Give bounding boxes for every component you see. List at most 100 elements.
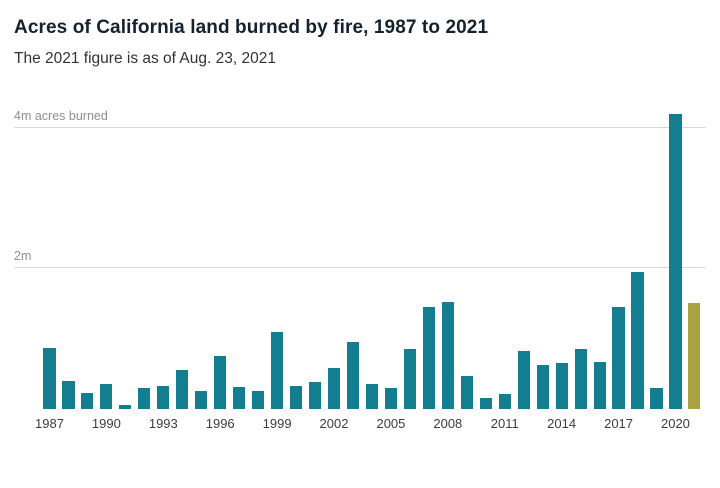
bar-slot-1995 bbox=[192, 103, 211, 409]
bar-2018 bbox=[631, 271, 644, 409]
bar-2007 bbox=[422, 307, 435, 409]
x-slot-2008: 2008 bbox=[433, 416, 462, 434]
x-tick-label-1987: 1987 bbox=[35, 416, 64, 431]
bar-slot-2007 bbox=[419, 103, 438, 409]
x-slot-1996: 1996 bbox=[206, 416, 235, 434]
x-slot-1993: 1993 bbox=[149, 416, 178, 434]
bar-2014 bbox=[555, 363, 568, 409]
x-tick-label-1996: 1996 bbox=[205, 416, 235, 431]
bar-2017 bbox=[612, 307, 625, 409]
x-slot-1994 bbox=[173, 416, 192, 434]
bar-slot-2014 bbox=[552, 103, 571, 409]
bar-2001 bbox=[308, 381, 322, 409]
x-slot-2011: 2011 bbox=[491, 416, 519, 434]
bar-1994 bbox=[176, 370, 189, 409]
x-tick-label-1993: 1993 bbox=[148, 416, 178, 431]
bar-1997 bbox=[233, 387, 246, 409]
gridline-4m bbox=[14, 126, 706, 128]
bar-2019 bbox=[650, 387, 663, 409]
acres-burned-bar-chart: 2m 4m acres burned 1987 1990 1993 1996 1999 20… bbox=[14, 103, 706, 434]
x-slot-2000 bbox=[287, 416, 306, 434]
bar-slot-2016 bbox=[590, 103, 609, 409]
bar-slot-1991 bbox=[116, 103, 135, 409]
gridline-2m bbox=[14, 267, 706, 269]
x-slot-1990: 1990 bbox=[92, 416, 121, 434]
bar-2004 bbox=[365, 384, 379, 409]
bar-2005 bbox=[384, 387, 397, 409]
bar-1990 bbox=[100, 384, 113, 409]
x-tick-label-2017: 2017 bbox=[604, 416, 634, 431]
bar-1995 bbox=[195, 390, 208, 409]
x-slot-2018 bbox=[628, 416, 647, 434]
bar-2010 bbox=[479, 398, 492, 409]
bar-slot-1988 bbox=[59, 103, 78, 409]
x-tick-label-2011: 2011 bbox=[490, 416, 519, 431]
bar-2000 bbox=[290, 385, 303, 409]
bar-1996 bbox=[214, 355, 227, 409]
x-tick-label-2005: 2005 bbox=[376, 416, 406, 431]
bar-slot-2011 bbox=[495, 103, 514, 409]
x-tick-label-1999: 1999 bbox=[262, 416, 292, 431]
x-slot-2006 bbox=[400, 416, 419, 434]
bar-slot-2004 bbox=[362, 103, 381, 409]
bar-2006 bbox=[403, 349, 416, 409]
bar-slot-2013 bbox=[533, 103, 552, 409]
x-slot-2015 bbox=[571, 416, 590, 434]
bar-1993 bbox=[157, 385, 170, 409]
bar-slot-2002 bbox=[325, 103, 344, 409]
bar-1988 bbox=[62, 380, 75, 409]
bar-2016 bbox=[593, 361, 606, 409]
bar-slot-2015 bbox=[571, 103, 590, 409]
bar-slot-2010 bbox=[476, 103, 495, 409]
x-slot-2002: 2002 bbox=[320, 416, 349, 434]
bar-2015 bbox=[574, 349, 587, 409]
bar-slot-1996 bbox=[211, 103, 230, 409]
bar-slot-2000 bbox=[287, 103, 306, 409]
bar-slot-2009 bbox=[457, 103, 476, 409]
x-slot-2003 bbox=[344, 416, 363, 434]
bars-container bbox=[40, 103, 704, 409]
bar-slot-1989 bbox=[78, 103, 97, 409]
bar-slot-1993 bbox=[154, 103, 173, 409]
bar-slot-2018 bbox=[628, 103, 647, 409]
bar-slot-2006 bbox=[400, 103, 419, 409]
x-slot-2012 bbox=[514, 416, 533, 434]
chart-title: Acres of California land burned by fire,… bbox=[14, 17, 489, 38]
bar-2002 bbox=[327, 367, 341, 409]
x-tick-label-2002: 2002 bbox=[319, 416, 349, 431]
bar-slot-2001 bbox=[306, 103, 325, 409]
bar-1991 bbox=[119, 404, 132, 409]
x-tick-label-2014: 2014 bbox=[547, 416, 577, 431]
bar-1999 bbox=[271, 331, 284, 409]
x-slot-1999: 1999 bbox=[263, 416, 292, 434]
chart-subtitle: The 2021 figure is as of Aug. 23, 2021 bbox=[14, 50, 276, 67]
x-slot-2021 bbox=[685, 416, 704, 434]
bar-slot-1994 bbox=[173, 103, 192, 409]
x-slot-2005: 2005 bbox=[376, 416, 405, 434]
bar-slot-2019 bbox=[647, 103, 666, 409]
y-tick-label-4m: 4m acres burned bbox=[14, 108, 108, 123]
x-slot-1997 bbox=[230, 416, 249, 434]
bar-slot-2012 bbox=[514, 103, 533, 409]
y-tick-label-2m: 2m bbox=[14, 249, 32, 264]
bar-1998 bbox=[252, 391, 265, 409]
x-slot-1991 bbox=[116, 416, 135, 434]
bar-2013 bbox=[536, 364, 549, 409]
bar-slot-2003 bbox=[344, 103, 363, 409]
bar-slot-2017 bbox=[609, 103, 628, 409]
x-slot-2020: 2020 bbox=[661, 416, 690, 434]
bar-2020 bbox=[669, 113, 682, 409]
x-slot-2014: 2014 bbox=[547, 416, 576, 434]
plot-area: 2m 4m acres burned bbox=[14, 103, 706, 409]
x-axis: 1987 1990 1993 1996 1999 2002 2005 2008 2011 2014… bbox=[35, 416, 704, 434]
bar-2008 bbox=[441, 302, 454, 409]
bar-2012 bbox=[517, 351, 530, 409]
bar-slot-2021 bbox=[685, 103, 704, 409]
x-slot-1987: 1987 bbox=[35, 416, 64, 434]
bar-1987 bbox=[43, 347, 56, 409]
bar-2003 bbox=[346, 342, 360, 409]
x-tick-label-1990: 1990 bbox=[91, 416, 121, 431]
x-slot-2009 bbox=[457, 416, 476, 434]
x-tick-label-2020: 2020 bbox=[660, 416, 690, 431]
